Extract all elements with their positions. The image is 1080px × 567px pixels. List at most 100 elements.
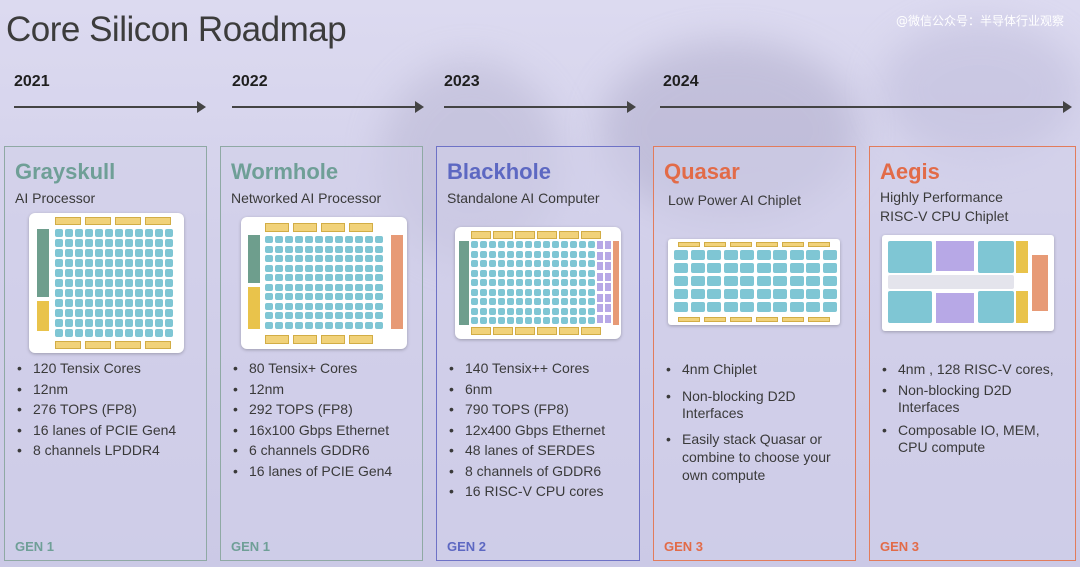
memory-block — [321, 335, 345, 344]
core-tile — [365, 255, 373, 262]
core-tile — [105, 309, 113, 317]
core-tile — [155, 299, 163, 307]
year-label: 2024 — [663, 73, 699, 90]
core-tile — [105, 289, 113, 297]
core-tile — [125, 299, 133, 307]
core-tile — [471, 288, 478, 296]
io-block — [37, 229, 49, 297]
core-tile — [335, 245, 343, 253]
core-tile — [707, 263, 721, 273]
core-tile — [265, 312, 273, 319]
core-tile — [305, 264, 313, 272]
core-tile — [285, 255, 293, 262]
core-tile — [315, 264, 323, 272]
core-tile — [516, 260, 523, 267]
memory-block — [493, 327, 513, 335]
chip-name: Grayskull — [15, 159, 116, 184]
core-tile — [579, 288, 586, 296]
riscv-core — [605, 272, 611, 281]
memory-block — [293, 335, 317, 344]
core-tile — [145, 279, 153, 287]
core-tile — [543, 241, 550, 248]
riscv-core — [597, 283, 603, 291]
core-tile — [822, 302, 837, 312]
core-tile — [723, 302, 738, 312]
core-tile — [55, 279, 63, 287]
generation-label: GEN 3 — [664, 539, 704, 554]
core-tile — [480, 241, 487, 248]
core-tile — [707, 302, 721, 312]
core-tile — [115, 239, 123, 247]
core-tile — [285, 302, 293, 310]
core-tile — [335, 312, 343, 319]
core-tile — [365, 321, 373, 329]
core-tile — [588, 250, 595, 258]
memory-block — [145, 341, 171, 349]
spec-item: 8 channels LPDDR4 — [17, 440, 176, 461]
core-tile — [145, 289, 153, 297]
core-tile — [345, 312, 353, 319]
core-tile — [561, 269, 568, 277]
memory-block — [471, 231, 491, 239]
core-tile — [525, 307, 532, 315]
core-tile — [579, 241, 586, 248]
card-aegis: Aegis Highly Performance RISC-V CPU Chip… — [869, 146, 1076, 561]
core-tile — [85, 289, 93, 297]
memory-block — [730, 317, 752, 322]
core-tile — [345, 255, 353, 262]
core-tile — [561, 279, 568, 286]
core-tile — [498, 298, 505, 305]
core-tile — [75, 309, 83, 317]
core-tile — [115, 289, 123, 297]
memory-block — [537, 327, 557, 335]
memory-block — [730, 242, 752, 247]
core-tile — [507, 241, 514, 248]
spec-list: 140 Tensix++ Cores 6nm 790 TOPS (FP8) 12… — [449, 358, 605, 502]
core-tile — [773, 250, 787, 260]
riscv-core-group — [936, 241, 974, 271]
core-tile — [471, 317, 478, 324]
core-tile — [543, 269, 550, 277]
core-tile — [65, 279, 73, 287]
memory-block — [493, 231, 513, 239]
memory-block — [581, 327, 601, 335]
memory-block — [704, 242, 726, 247]
core-tile — [534, 250, 541, 258]
page-title: Core Silicon Roadmap — [6, 10, 347, 49]
core-tile — [265, 236, 273, 243]
core-tile — [265, 255, 273, 262]
core-tile — [75, 239, 83, 247]
core-tile — [498, 250, 505, 258]
cpu-cluster — [978, 241, 1014, 273]
core-tile — [335, 236, 343, 243]
core-tile — [65, 299, 73, 307]
core-tile — [570, 241, 577, 248]
core-tile — [534, 279, 541, 286]
core-tile — [516, 269, 523, 277]
spec-list: 120 Tensix Cores 12nm 276 TOPS (FP8) 16 … — [17, 358, 176, 461]
core-tile — [285, 264, 293, 272]
core-tile — [471, 279, 478, 286]
core-tile — [325, 321, 333, 329]
core-tile — [55, 309, 63, 317]
core-tile — [275, 302, 283, 310]
core-tile — [756, 302, 771, 312]
core-tile — [125, 279, 133, 287]
chip-subtitle: Low Power AI Chiplet — [668, 192, 802, 208]
core-tile — [265, 264, 273, 272]
core-tile — [355, 302, 363, 310]
core-tile — [305, 312, 313, 319]
core-tile — [95, 259, 103, 267]
core-tile — [345, 245, 353, 253]
memory-block — [581, 231, 601, 239]
core-tile — [95, 289, 103, 297]
riscv-core — [597, 304, 603, 312]
core-tile — [315, 321, 323, 329]
core-tile — [543, 260, 550, 267]
core-tile — [285, 236, 293, 243]
core-tile — [516, 307, 523, 315]
core-tile — [55, 269, 63, 277]
core-tile — [155, 279, 163, 287]
core-tile — [806, 250, 820, 260]
core-tile — [95, 279, 103, 287]
